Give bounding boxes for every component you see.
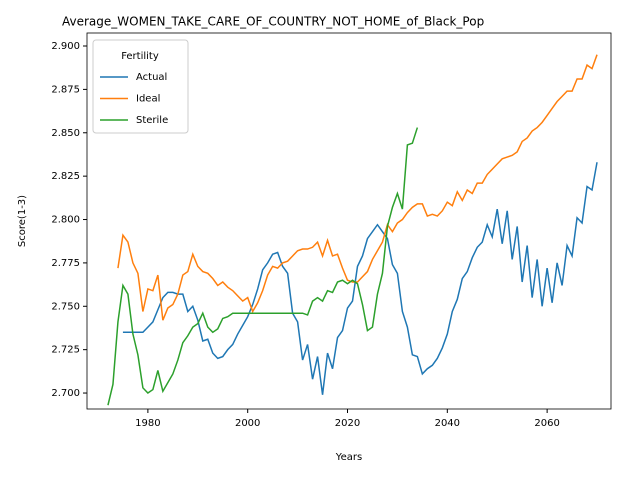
y-tick-label: 2.825 — [51, 171, 80, 182]
legend-label: Ideal — [136, 94, 160, 105]
chart-title: Average_WOMEN_TAKE_CARE_OF_COUNTRY_NOT_H… — [62, 15, 484, 29]
y-axis-label: Score(1-3) — [17, 195, 28, 247]
y-tick-label: 2.800 — [51, 215, 80, 226]
series-line — [117, 54, 598, 321]
legend-label: Actual — [136, 72, 167, 83]
y-tick-label: 2.750 — [51, 301, 80, 312]
x-tick-label: 2000 — [235, 418, 260, 429]
x-axis-label: Years — [335, 452, 362, 463]
y-tick-label: 2.875 — [51, 84, 80, 95]
series-line — [107, 127, 419, 406]
x-tick-label: 2040 — [435, 418, 460, 429]
y-tick-label: 2.700 — [51, 388, 80, 399]
x-tick-label: 2020 — [335, 418, 360, 429]
x-tick-label: 2060 — [534, 418, 559, 429]
axes-frame — [86, 32, 612, 410]
legend-title: Fertility — [121, 51, 159, 62]
x-tick-label: 1980 — [135, 418, 160, 429]
legend-box — [92, 39, 189, 134]
series-line — [122, 162, 598, 395]
legend-label: Sterile — [136, 115, 168, 126]
y-tick-label: 2.725 — [51, 345, 80, 356]
y-tick-label: 2.850 — [51, 128, 80, 139]
y-tick-label: 2.775 — [51, 258, 80, 269]
y-tick-label: 2.900 — [51, 41, 80, 52]
